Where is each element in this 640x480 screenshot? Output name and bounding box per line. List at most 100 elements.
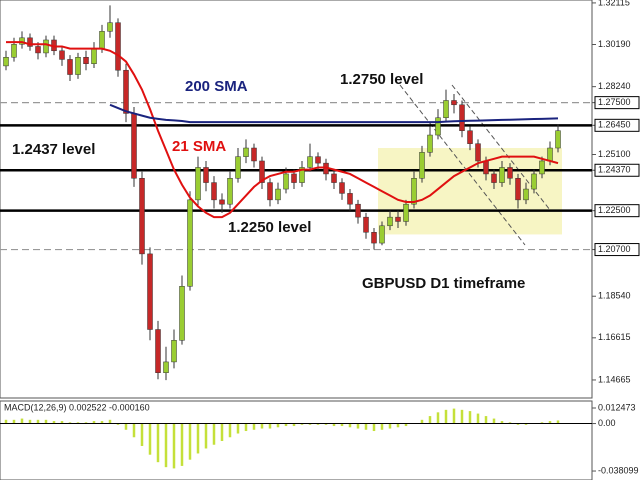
candle-body (283, 173, 289, 190)
candle-body (451, 100, 457, 106)
level-label-box (594, 243, 640, 257)
candle-body (483, 160, 489, 175)
annotation: 21 SMA (172, 138, 226, 155)
candle-body (339, 182, 345, 194)
candle-body (3, 57, 9, 67)
candle-body (171, 340, 177, 363)
candle-body (347, 193, 353, 205)
candle-body (475, 143, 481, 162)
candle-body (91, 48, 97, 64)
candle-body (83, 57, 89, 64)
sma-line (6, 41, 559, 219)
candle-body (403, 203, 409, 222)
channel-line (399, 84, 526, 246)
y-tick-label: 1.16615 (598, 332, 631, 342)
candle-body (115, 22, 121, 71)
y2-tick-label: 0.00 (598, 418, 616, 428)
candle-body (379, 225, 385, 244)
candle-body (539, 160, 545, 175)
candle-body (35, 46, 41, 54)
y-tick-label: 1.25100 (598, 149, 631, 159)
annotation: 200 SMA (185, 78, 248, 95)
candle-body (27, 37, 33, 47)
candle-body (411, 178, 417, 205)
candle-body (131, 113, 137, 179)
candle-body (123, 69, 129, 114)
candle-body (363, 216, 369, 233)
candle-body (43, 39, 49, 54)
annotation: 1.2437 level (12, 141, 95, 158)
y-tick-label: 1.30190 (598, 39, 631, 49)
candle-body (235, 156, 241, 179)
y2-tick-label: 0.012473 (598, 402, 636, 412)
candle-body (179, 286, 185, 341)
candle-body (187, 199, 193, 287)
candle-body (211, 182, 217, 201)
level-label-box (594, 204, 640, 218)
level-label-box (594, 96, 640, 110)
candle-body (227, 178, 233, 205)
candle-body (203, 167, 209, 183)
candle-body (387, 216, 393, 227)
candle-body (59, 50, 65, 60)
candle-body (11, 44, 17, 58)
y-tick-label: 1.32115 (598, 0, 630, 7)
candle-body (75, 57, 81, 75)
candle-body (371, 232, 377, 244)
candle-body (219, 199, 225, 205)
candle-body (243, 147, 249, 157)
candle-body (163, 361, 169, 373)
candle-body (507, 167, 513, 179)
candle-body (531, 173, 537, 190)
candle-body (155, 329, 161, 373)
candle-body (427, 134, 433, 153)
candle-body (395, 216, 401, 222)
candle-body (267, 182, 273, 201)
y-tick-label: 1.27500 (598, 97, 631, 107)
macd-label: MACD(12,26,9) 0.002522 -0.000160 (4, 402, 150, 412)
candle-body (99, 31, 105, 49)
y-tick-label: 1.28240 (598, 81, 631, 91)
candle-body (523, 188, 529, 201)
annotation: GBPUSD D1 timeframe (362, 275, 525, 292)
candle-body (435, 117, 441, 136)
candle-body (251, 147, 257, 162)
y-tick-label: 1.18540 (598, 291, 631, 301)
candle-body (419, 152, 425, 179)
y-tick-label: 1.24370 (598, 165, 631, 175)
candle-body (515, 178, 521, 201)
candle-body (315, 156, 321, 164)
candle-body (195, 167, 201, 201)
candle-body (459, 104, 465, 131)
candle-body (67, 59, 73, 75)
candle-body (259, 160, 265, 183)
candle-body (331, 173, 337, 183)
candle-body (299, 167, 305, 183)
annotation: 1.2750 level (340, 71, 423, 88)
candle-body (19, 37, 25, 45)
y-tick-label: 1.20700 (598, 244, 631, 254)
macd-panel (0, 400, 593, 480)
candle-body (443, 100, 449, 119)
y2-tick-label: -0.038099 (598, 465, 639, 475)
candle-body (291, 173, 297, 183)
candle-body (499, 167, 505, 183)
candle-body (307, 156, 313, 168)
level-label-box (594, 118, 640, 132)
candle-body (491, 173, 497, 183)
y-tick-label: 1.14665 (598, 374, 631, 384)
sma-line (109, 103, 559, 124)
annotation: 1.2250 level (228, 219, 311, 236)
candle-body (107, 22, 113, 32)
candle-body (147, 253, 153, 330)
candle-body (275, 188, 281, 201)
candle-body (355, 203, 361, 218)
candle-body (467, 130, 473, 144)
candle-body (555, 130, 561, 149)
candle-body (139, 178, 145, 255)
level-label-box (594, 163, 640, 177)
y-tick-label: 1.26450 (598, 120, 631, 130)
candle-body (547, 147, 553, 162)
